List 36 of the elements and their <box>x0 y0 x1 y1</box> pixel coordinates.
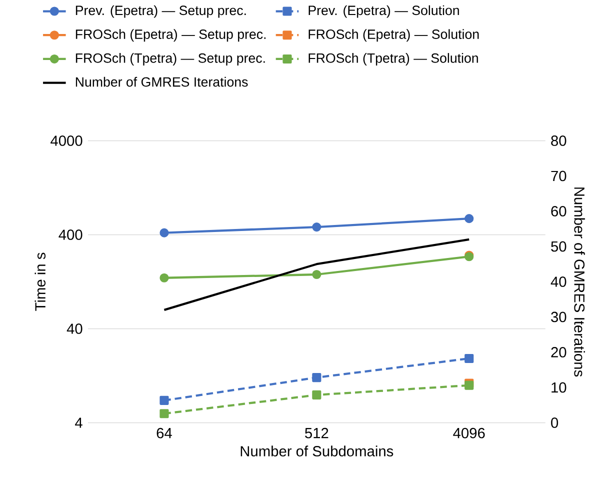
legend-label: Prev. (Epetra) — Solution <box>308 5 459 18</box>
point <box>160 408 169 418</box>
point <box>312 390 322 400</box>
y-tick-label: 400 <box>58 229 82 240</box>
x-tick-label: 512 <box>305 428 328 438</box>
legend-label: Prev. (Epetra) — Setup prec. <box>76 5 246 18</box>
point <box>464 354 474 363</box>
x-tick-label: 64 <box>156 428 172 438</box>
y2-tick-label: 60 <box>551 206 566 216</box>
y-axis-title: Time in s <box>34 252 46 311</box>
y2-tick-label: 40 <box>550 276 566 287</box>
y2-tick-label: 70 <box>551 170 566 181</box>
point <box>160 273 169 282</box>
point <box>312 222 322 232</box>
point <box>160 228 169 238</box>
legend-label: Number of GMRES Iterations <box>76 76 248 87</box>
y2-tick-label: 20 <box>551 346 566 358</box>
x-axis-title: Number of Subdomains <box>240 445 394 456</box>
y2-tick-label: 50 <box>551 241 566 252</box>
y-tick-label: 4 <box>75 418 82 428</box>
point <box>160 396 169 405</box>
y2-tick-label: 10 <box>552 382 566 392</box>
point <box>464 214 474 223</box>
point <box>312 270 322 279</box>
legend-label: FROSch (Tpetra) — Solution <box>308 52 478 66</box>
x-tick-label: 4096 <box>453 428 485 438</box>
y2-tick-label: 30 <box>551 312 566 322</box>
y2-tick-label: 80 <box>551 135 566 146</box>
legend-label: FROSch (Epetra) — Solution <box>308 29 479 42</box>
y2-tick-label: 0 <box>551 417 558 428</box>
point <box>312 372 322 382</box>
y-tick-label: 4000 <box>50 135 82 146</box>
legend-label: FROSch (Epetra) — Setup prec. <box>76 29 266 42</box>
legend-label: FROSch (Tpetra) — Setup prec. <box>76 52 265 66</box>
y2-axis-title: Number of GMRES Iterations <box>574 187 585 376</box>
y-tick-label: 40 <box>66 323 82 334</box>
